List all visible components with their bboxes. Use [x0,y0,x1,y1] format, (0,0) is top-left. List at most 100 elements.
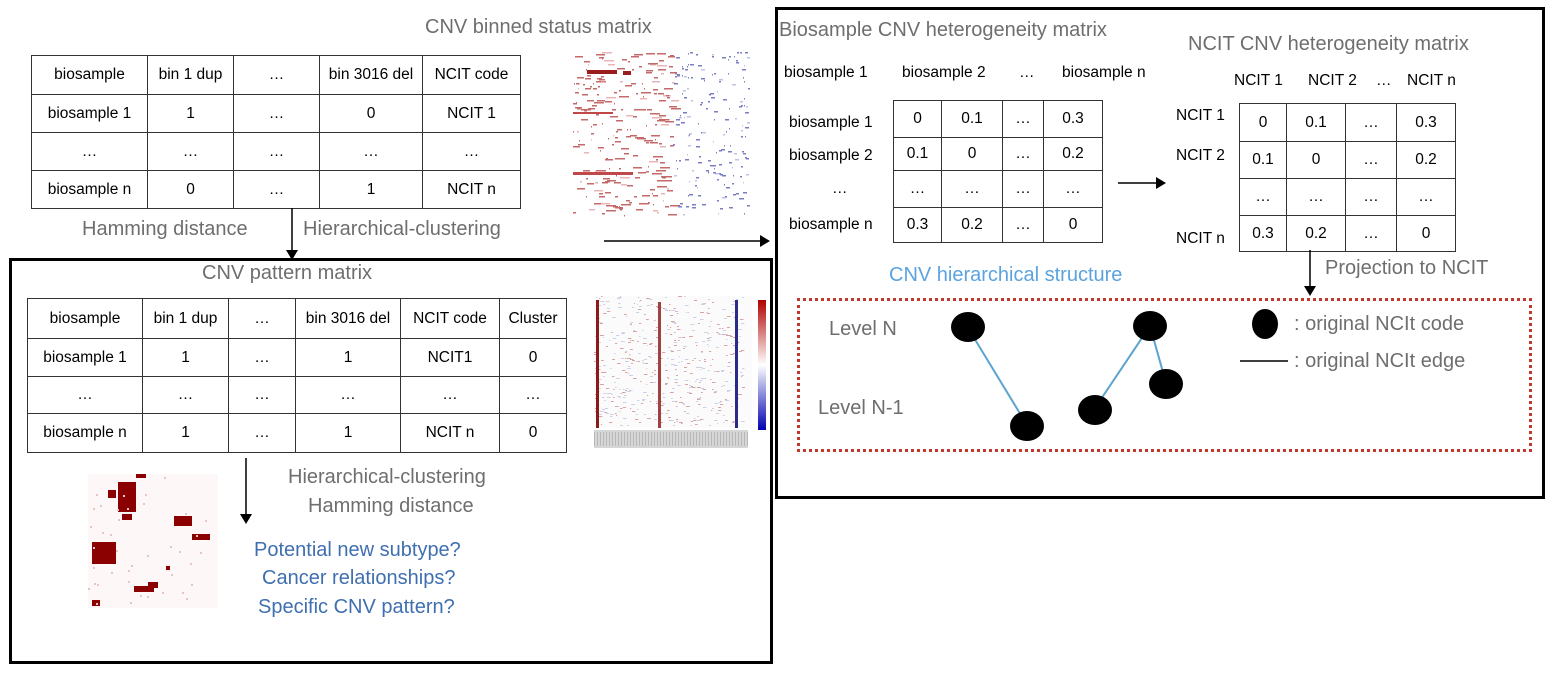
heatmap-cell [600,411,604,412]
heatmap-cell [733,194,736,196]
heatmap-cell [629,390,633,391]
heatmap-cell [612,317,616,318]
heatmap-cell [719,402,721,403]
heatmap-cell [720,401,722,402]
pattern-table-cell: Cluster [499,298,567,339]
heatmap-cell [595,171,596,173]
heatmap-cell [600,335,604,336]
heatmap-cell [734,385,736,386]
heatmap-cell [686,406,690,407]
heatmap-cell [600,323,604,324]
heatmap-cell [676,311,678,312]
heatmap-cell [625,351,628,352]
heatmap-cell [117,509,119,511]
heatmap-cell [696,367,700,368]
heatmap-cell [732,167,733,169]
heatmap-cell [632,69,634,71]
heatmap-cell [742,69,746,71]
heatmap-cell [714,119,715,121]
heatmap-cell [653,156,663,158]
heatmap-cell [634,196,637,198]
heatmap-cell [179,551,181,553]
biosample-row-header-ellipsis: … [832,180,848,197]
pattern-table-cell: … [228,338,296,377]
heatmap-cell [677,75,680,77]
ncit-matrix-cell: 0.3 [1239,215,1287,252]
heatmap-cell [700,419,704,420]
heatmap-cell [735,118,737,120]
heatmap-cell [690,425,692,426]
heatmap-cell [727,366,731,367]
heatmap-cell [615,196,618,198]
heatmap-annotation-tick [738,432,739,446]
biosample-matrix-cell: 0.2 [941,207,1003,243]
heatmap-cell [685,380,689,381]
heatmap-cell [728,316,731,317]
heatmap-cell [97,584,99,586]
heatmap-cell [599,298,601,299]
heatmap-cell [637,138,646,140]
heatmap-cell [650,113,660,115]
heatmap-cell [621,109,623,111]
heatmap-annotation-tick [660,432,661,446]
pattern-table-cell: bin 1 dup [142,298,229,339]
heatmap-cell [733,337,736,338]
heatmap-cell [653,210,658,212]
heatmap-cell [601,424,603,425]
heatmap-annotation-tick [699,432,700,446]
heatmap-cell [577,77,584,79]
pattern-hamming-label: Hamming distance [308,495,474,517]
heatmap-cell [143,503,145,505]
heatmap-cell [688,64,689,66]
hierarchy-node [1133,311,1167,341]
heatmap-cell [743,198,744,200]
heatmap-cell [722,57,726,59]
cluster-block [192,534,210,540]
heatmap-cell [698,404,701,405]
heatmap-cell [663,308,666,309]
heatmap-cell [600,301,604,302]
heatmap-cell [693,324,695,325]
legend-edge-label: : original NCIt edge [1294,350,1466,372]
heatmap-cell [714,168,715,170]
heatmap-cell [577,131,579,133]
heatmap-cell [685,69,688,71]
heatmap-cell [585,78,591,80]
heatmap-cell [612,414,614,415]
heatmap-cell [599,305,602,306]
heatmap-cell [643,338,647,339]
heatmap-cell [651,299,653,300]
heatmap-annotation-tick [747,432,748,446]
heatmap-cell [573,212,576,214]
heatmap-cell [684,117,685,119]
heatmap-cell [748,88,750,90]
heatmap-cell [659,60,664,62]
heatmap-cell [709,351,712,352]
heatmap-cell [94,583,96,585]
ncit-matrix-cell: … [1345,141,1397,179]
heatmap-cell [657,212,659,214]
heatmap-cell [696,379,699,380]
heatmap-cell [626,388,629,389]
heatmap-cell [657,120,665,122]
heatmap-cell [710,365,712,366]
heatmap-cell [654,93,657,95]
heatmap-cell [695,180,697,182]
heatmap-cell [654,370,656,371]
ncit-matrix-cell: … [1286,178,1346,216]
heatmap-cell [646,298,650,299]
ncit-matrix-cell: … [1239,178,1287,216]
heatmap-cell [605,181,610,183]
heatmap-cell [669,420,671,421]
heatmap-annotation-tick [648,432,649,446]
heatmap-cell [708,370,710,371]
heatmap-cell [631,322,633,323]
heatmap-cell [732,84,736,86]
binned-status-table: biosample bin 1 dup… bin 3016 del NCIT code… [31,55,521,209]
heatmap-cell [672,322,676,323]
heatmap-cell [714,73,716,75]
heatmap-cell [696,401,699,402]
heatmap-cell [131,565,133,567]
heatmap-cell [675,382,678,383]
